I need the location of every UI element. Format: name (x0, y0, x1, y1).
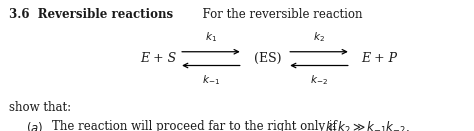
Text: For the reversible reaction: For the reversible reaction (195, 8, 362, 21)
Text: 3.6  Reversible reactions: 3.6 Reversible reactions (9, 8, 173, 21)
Text: $k_{-1}$: $k_{-1}$ (202, 73, 220, 87)
Text: The reaction will proceed far to the right only if: The reaction will proceed far to the rig… (52, 120, 341, 131)
Text: show that:: show that: (9, 101, 71, 114)
Text: E + S: E + S (141, 52, 177, 65)
Text: (ES): (ES) (254, 52, 282, 65)
Text: $k_1 k_2 \gg k_{-1} k_{-2}.$: $k_1 k_2 \gg k_{-1} k_{-2}.$ (325, 120, 410, 131)
Text: $k_2$: $k_2$ (313, 30, 325, 44)
Text: $k_{-2}$: $k_{-2}$ (310, 73, 328, 87)
Text: $k_1$: $k_1$ (205, 30, 217, 44)
Text: E + P: E + P (361, 52, 397, 65)
Text: $(a)$: $(a)$ (26, 120, 44, 131)
